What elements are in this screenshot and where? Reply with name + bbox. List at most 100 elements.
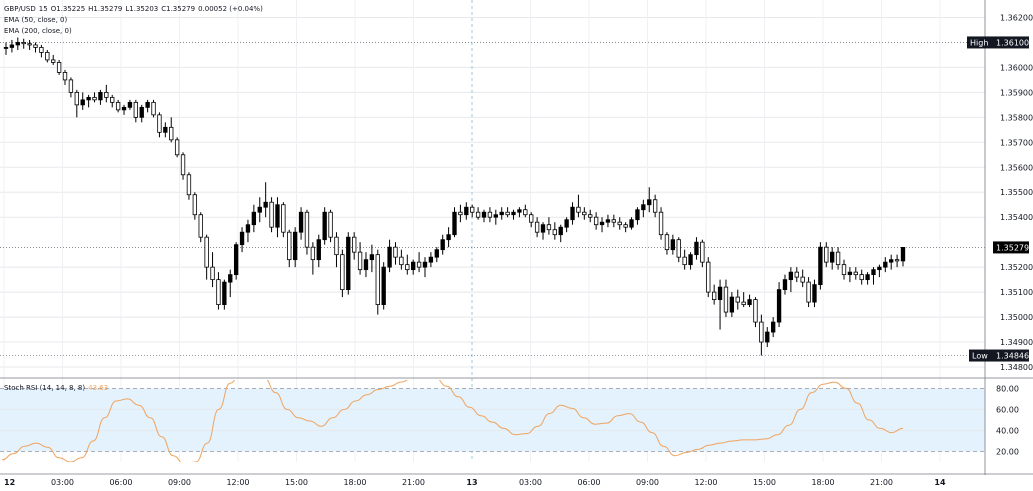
symbol-label: GBP/USD [4, 5, 36, 13]
candle-body [411, 261, 416, 271]
candle-body [352, 236, 357, 253]
candle-body [151, 101, 156, 116]
candle-body [771, 321, 776, 333]
candle-body [511, 211, 516, 216]
candle-body [776, 289, 782, 323]
candle-body [481, 211, 487, 218]
candle-body [611, 219, 617, 223]
high-tag-label: High [970, 38, 988, 47]
stoch-tick-label: 80.00 [996, 384, 1019, 393]
time-tick-label: 09:00 [168, 478, 191, 487]
candle-body [505, 211, 510, 216]
candle-body [641, 204, 646, 211]
candle-body [27, 43, 32, 46]
candle-body [86, 96, 91, 101]
candle-body [257, 206, 262, 213]
candle-body [599, 221, 605, 226]
price-tick-label: 1.34900 [1000, 338, 1033, 347]
low-value: L1.35203 [125, 5, 159, 13]
candle-body [499, 211, 504, 216]
candle-body [357, 251, 363, 271]
candle-body [900, 247, 906, 262]
candle-body [540, 224, 546, 233]
candle-body [605, 219, 611, 223]
candle-body [62, 72, 68, 81]
candle-body [800, 276, 805, 283]
price-tick-label: 1.35900 [1000, 88, 1033, 97]
candle-body [576, 206, 581, 213]
candle-body [45, 52, 50, 61]
low-price-value: 1.34846 [996, 352, 1029, 361]
time-tick-label: 18:00 [343, 478, 366, 487]
candle-body [552, 229, 557, 236]
candle-body [782, 279, 788, 291]
candle-body [21, 42, 26, 45]
candle-body [788, 271, 794, 281]
candle-body [487, 211, 493, 218]
candle-body [812, 284, 817, 303]
close-value: C1.35279 [161, 5, 196, 13]
high-value: H1.35279 [88, 5, 123, 13]
candle-body [228, 274, 233, 283]
candle-body [753, 299, 758, 323]
candle-body [428, 256, 434, 263]
time-tick-label: 12:00 [694, 478, 717, 487]
candle-body [422, 261, 428, 268]
time-tick-label: 03:00 [519, 478, 542, 487]
candle-body [830, 251, 835, 263]
stoch-tick-label: 60.00 [996, 405, 1019, 414]
candle-body [617, 221, 622, 226]
candle-body [381, 266, 386, 305]
ema50-legend[interactable]: EMA (50, close, 0) [4, 16, 68, 24]
candle-body [694, 241, 699, 256]
candle-body [157, 114, 162, 133]
current-price-value: 1.35279 [996, 243, 1029, 252]
candle-body [747, 299, 752, 305]
candle-body [806, 281, 811, 303]
candle-body [859, 274, 864, 281]
stoch-band [0, 388, 985, 452]
candle-body [517, 209, 522, 213]
ema200-legend[interactable]: EMA (200, close, 0) [4, 27, 72, 35]
candle-body [534, 221, 540, 233]
time-tick-label: 03:00 [51, 478, 74, 487]
high-price-tag [993, 36, 1029, 49]
candle-body [239, 231, 245, 246]
candle-body [210, 266, 215, 281]
stoch-legend[interactable]: Stoch RSI (14, 14, 8, 8) 43.63 [4, 383, 111, 393]
candle-body [464, 206, 469, 216]
candle-body [883, 261, 888, 268]
candle-body [824, 246, 829, 263]
candle-body [216, 279, 221, 305]
time-tick-label: 12:00 [226, 478, 249, 487]
candle-body [92, 96, 97, 101]
candle-body [564, 219, 569, 228]
candle-body [233, 244, 239, 276]
candle-body [741, 301, 746, 305]
candle-body [794, 271, 799, 278]
candle-body [894, 259, 900, 262]
candle-body [717, 286, 723, 301]
candle-body [133, 101, 138, 118]
candle-body [493, 214, 498, 218]
stoch-rsi-line [1, 380, 904, 462]
candle-body [711, 291, 717, 301]
current-price-tag [993, 241, 1029, 254]
candle-body [570, 206, 575, 221]
candle-body [475, 211, 481, 218]
candle-body [871, 269, 876, 276]
candle-body [440, 239, 445, 251]
price-tick-label: 1.35100 [1000, 288, 1033, 297]
candle-body [269, 201, 274, 228]
candle-body [470, 206, 475, 213]
candle-body [110, 96, 115, 103]
candle-body [192, 194, 198, 216]
candle-body [369, 254, 375, 261]
candle-body [735, 296, 740, 303]
candle-body [251, 211, 257, 226]
candle-body [676, 239, 681, 258]
candle-body [729, 296, 735, 313]
candle-body [375, 254, 380, 305]
candle-body [877, 266, 882, 271]
